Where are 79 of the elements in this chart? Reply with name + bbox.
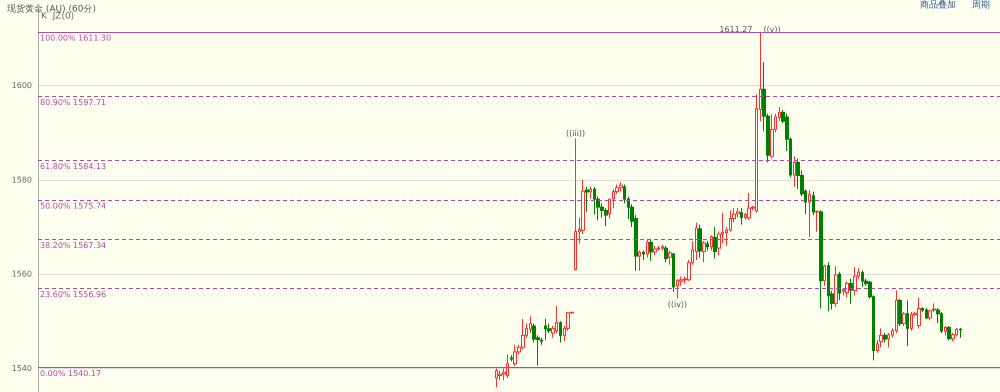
ref-line-label: 50.00% 1575.74 — [40, 201, 106, 210]
candlestick — [947, 325, 951, 341]
candlestick — [770, 114, 774, 160]
candlestick — [710, 234, 713, 252]
candlestick — [887, 332, 890, 348]
candlestick — [642, 250, 645, 260]
annotation: K JZ(0) — [41, 12, 74, 22]
candlestick — [668, 250, 672, 266]
candlestick — [845, 280, 849, 298]
candlestick — [513, 344, 517, 367]
candlestick — [506, 354, 509, 378]
candlestick — [940, 311, 943, 334]
candlestick — [819, 210, 823, 310]
candlestick — [812, 191, 815, 216]
annotation: ((iii)) — [566, 128, 586, 138]
candlestick — [585, 186, 589, 212]
candlestick — [695, 222, 698, 260]
annotation: 商品叠加 — [920, 0, 956, 10]
candlestick — [917, 297, 921, 329]
candlestick — [604, 208, 608, 226]
candlestick — [653, 245, 657, 256]
candlestick — [740, 208, 743, 226]
candlestick — [910, 311, 913, 332]
candlestick — [815, 210, 819, 232]
candlestick — [529, 316, 532, 334]
candlestick — [619, 182, 623, 192]
candlestick — [747, 192, 751, 220]
candlestick — [736, 208, 740, 218]
candlestick — [521, 318, 525, 350]
candlestick — [646, 238, 649, 258]
candlestick — [834, 266, 838, 308]
candlestick — [838, 271, 841, 301]
annotation: 1611.27 — [719, 24, 752, 34]
candlestick — [638, 250, 641, 272]
candlestick — [649, 238, 653, 262]
candlestick — [895, 290, 898, 334]
ref-line-label: 38.20% 1567.34 — [40, 240, 106, 250]
candlestick — [823, 264, 826, 286]
candlestick — [555, 305, 558, 334]
y-tick-label: 1560 — [12, 270, 32, 279]
ref-line-label: 23.60% 1556.96 — [40, 290, 106, 299]
candlestick — [510, 354, 513, 362]
candlestick — [589, 186, 592, 200]
candlestick — [698, 224, 702, 258]
candlestick — [861, 270, 864, 288]
candlestick — [672, 252, 675, 293]
y-tick-label: 1580 — [12, 175, 32, 184]
annotation: ((iv)) — [668, 300, 688, 310]
candlestick — [676, 278, 679, 300]
y-tick-label: 1600 — [12, 80, 32, 90]
candlestick — [702, 240, 706, 263]
candlestick — [955, 327, 958, 337]
ref-line-label: 61.80% 1584.13 — [40, 162, 106, 171]
candlestick — [827, 262, 830, 312]
ref-line-label: 100.00% 1611.30 — [40, 34, 112, 43]
ref-line-label: 80.90% 1597.71 — [40, 98, 106, 107]
candlestick — [574, 138, 577, 271]
candlestick — [944, 325, 947, 336]
candlestick — [657, 245, 660, 252]
candlestick — [808, 190, 811, 238]
candlestick — [925, 308, 928, 320]
candlestick — [793, 156, 796, 188]
candlestick — [902, 311, 906, 326]
candlestick — [959, 327, 962, 338]
candlestick — [559, 320, 562, 343]
ref-line-label: 0.00% 1540.17 — [40, 369, 102, 378]
candlestick — [853, 266, 857, 296]
annotation: 周期 — [972, 0, 990, 10]
candlestick — [713, 226, 717, 260]
candlestick — [898, 298, 902, 326]
candlestick — [883, 332, 887, 343]
candlestick — [495, 368, 498, 388]
candlestick — [906, 300, 909, 347]
candlestick — [849, 278, 853, 304]
candlestick — [544, 318, 547, 341]
candlestick — [706, 240, 709, 252]
candlestick — [664, 245, 668, 263]
y-tick-label: 1540 — [12, 364, 32, 373]
candlestick — [661, 244, 664, 252]
